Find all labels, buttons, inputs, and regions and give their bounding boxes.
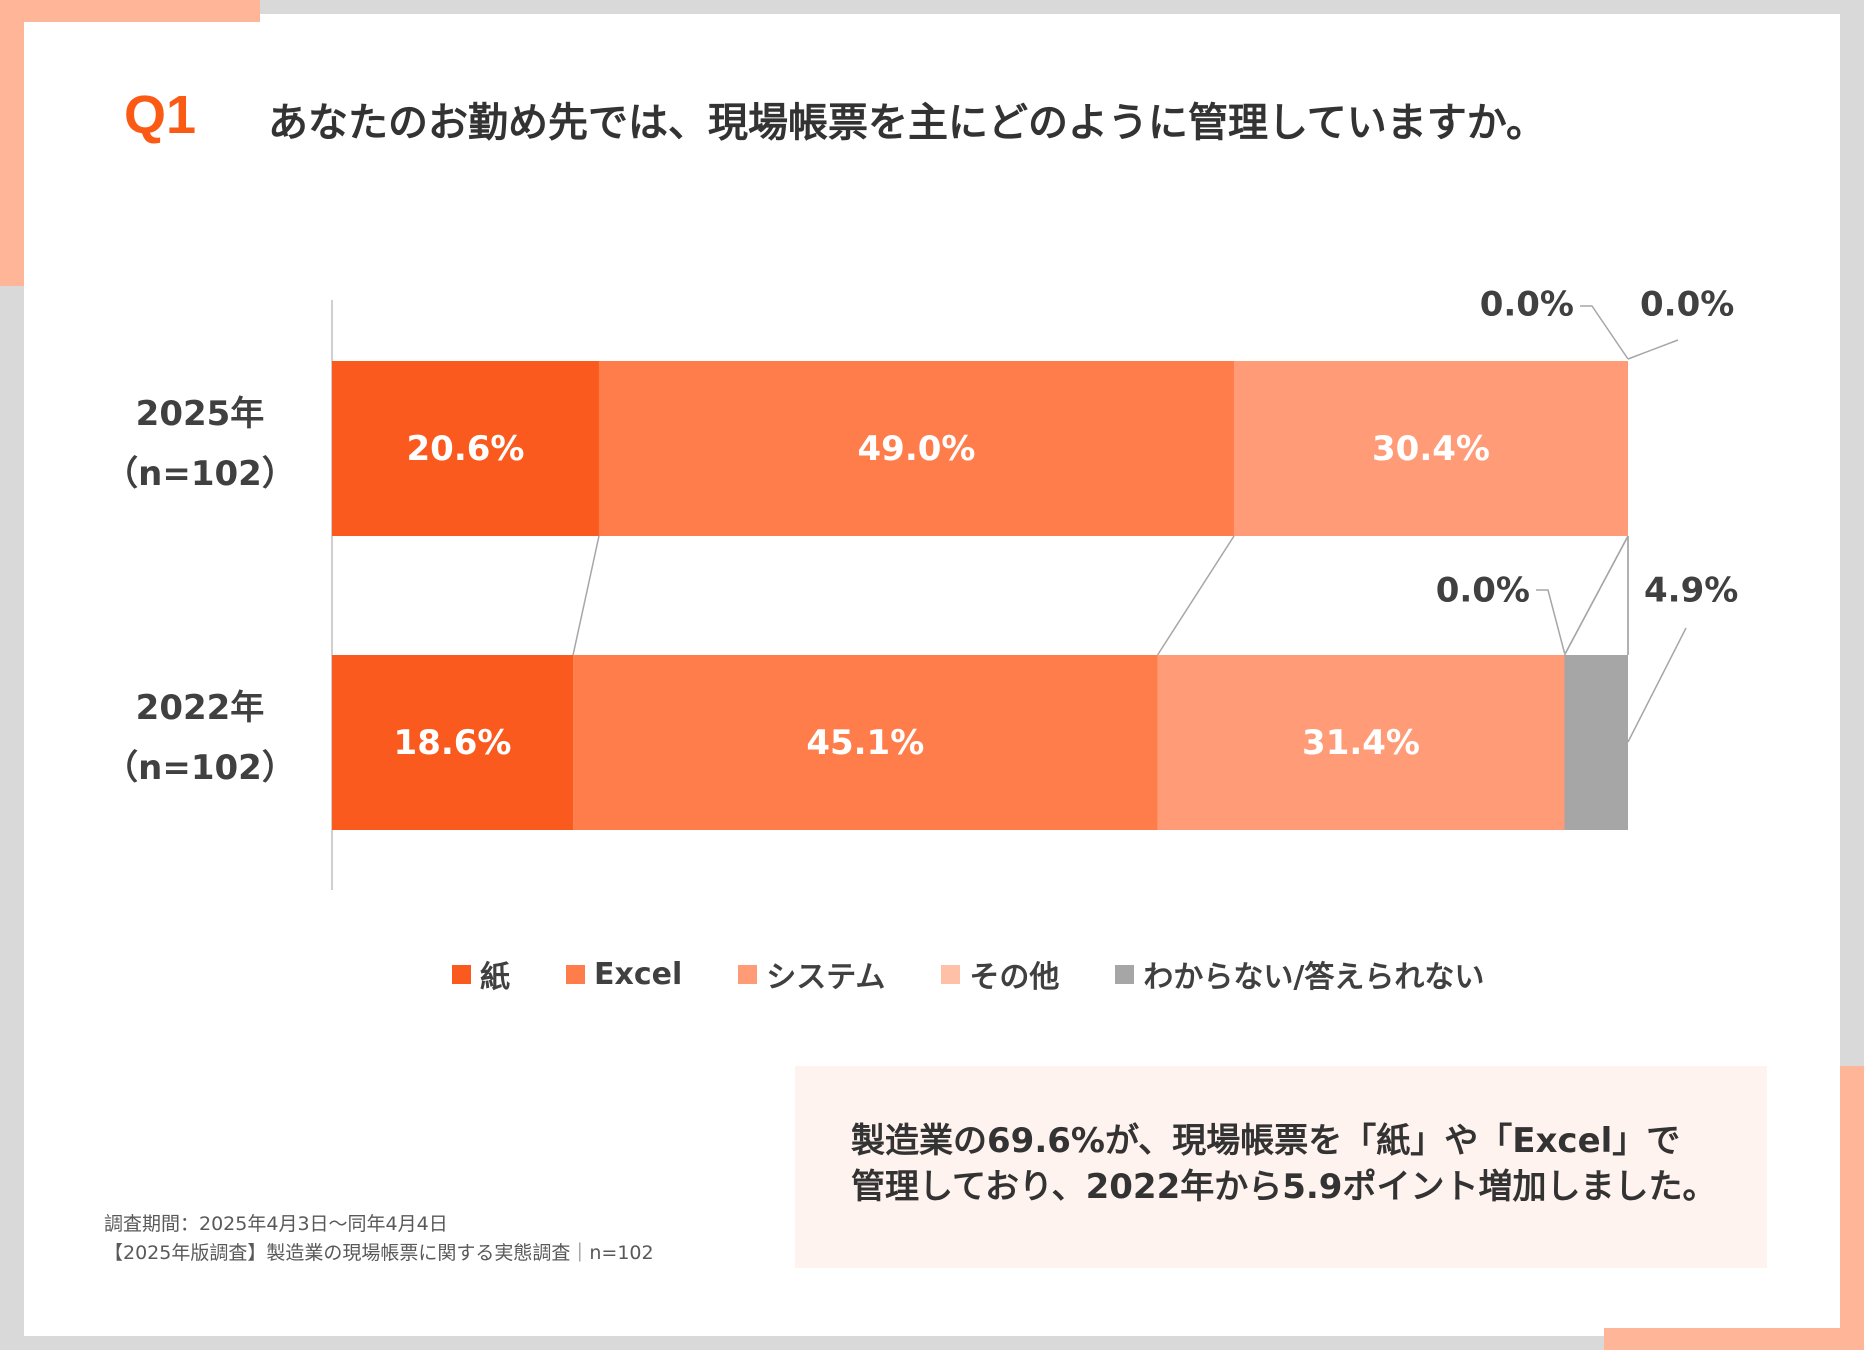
legend-label-unknown: わからない/答えられない [1143, 960, 1485, 995]
bar-segment-0-0 [332, 361, 599, 536]
legend-swatch-other [941, 964, 961, 984]
legend-swatch-system [738, 964, 758, 984]
connector-line-1 [572, 535, 600, 656]
legend-label-other: その他 [969, 960, 1060, 995]
legend-item-excel: Excel [566, 957, 682, 992]
legend-label-excel: Excel [594, 956, 683, 992]
callout-label-0-4: 0.0% [1640, 285, 1734, 325]
category-sublabel-1: （n=102） [104, 748, 296, 788]
data-label-1-2: 31.4% [1302, 723, 1420, 763]
question-text: あなたのお勤め先では、現場帳票を主にどのように管理していますか。 [268, 100, 1546, 146]
corner-accent-bottom-right [1604, 1328, 1864, 1350]
callout-line-1 [1627, 339, 1679, 360]
legend-item-other: その他 [941, 952, 1059, 996]
callout-line-2 [1536, 589, 1566, 654]
legend: 紙 Excel システム その他 わからない/答えられない [452, 952, 1540, 996]
question-number: Q1 [124, 85, 197, 145]
legend-item-unknown: わからない/答えられない [1115, 952, 1484, 996]
category-label-0: 2025年 [136, 394, 265, 434]
bar-segment-1-4 [1564, 655, 1628, 830]
legend-swatch-paper [452, 964, 471, 984]
corner-accent-top-left [0, 0, 260, 22]
callout-label-1-3: 0.0% [1436, 571, 1530, 611]
connector-line-4 [1563, 535, 1629, 656]
bar-segment-0-1 [598, 361, 1235, 536]
legend-item-paper: 紙 [452, 952, 510, 996]
data-label-0-2: 30.4% [1372, 429, 1490, 469]
data-label-1-1: 45.1% [806, 723, 924, 763]
summary-box: 製造業の69.6%が、現場帳票を「紙」や「Excel」で 管理しており、2022… [795, 1066, 1767, 1268]
bar-segment-1-1 [573, 655, 1158, 830]
category-sublabel-0: （n=102） [104, 454, 296, 494]
bar-segment-0-2 [1234, 361, 1628, 536]
summary-line-2: 管理しており、2022年から5.9ポイント増加しました。 [851, 1167, 1717, 1207]
bar-segment-1-0 [332, 655, 574, 830]
callout-label-1-4: 4.9% [1644, 571, 1738, 611]
data-label-0-1: 49.0% [858, 429, 976, 469]
callout-line-3 [1627, 627, 1687, 743]
legend-label-paper: 紙 [480, 960, 510, 995]
stacked-bar-chart: 20.6% 49.0% 30.4% 2025年 （n=102） 18.6% 45.1% 31.… [104, 285, 1738, 890]
legend-swatch-excel [566, 964, 585, 984]
legend-item-system: システム [738, 952, 885, 996]
data-label-1-0: 18.6% [394, 723, 512, 763]
callout-line-0 [1580, 305, 1629, 360]
callout-label-0-3: 0.0% [1480, 285, 1574, 325]
connector-line-2 [1156, 535, 1235, 656]
survey-note: 調査期間：2025年4月3日～同年4月4日 【2025年版調査】製造業の現場帳票… [104, 1210, 654, 1268]
category-label-1: 2022年 [136, 688, 265, 728]
legend-swatch-unknown [1115, 964, 1135, 984]
bar-segment-1-2 [1157, 655, 1565, 830]
survey-period: 調査期間：2025年4月3日～同年4月4日 [104, 1213, 448, 1235]
data-label-0-0: 20.6% [407, 429, 525, 469]
summary-line-1: 製造業の69.6%が、現場帳票を「紙」や「Excel」で [851, 1121, 1681, 1161]
corner-accent-right [1840, 1066, 1864, 1350]
survey-title: 【2025年版調査】製造業の現場帳票に関する実態調査｜n=102 [104, 1242, 654, 1264]
corner-accent-left [0, 0, 24, 286]
legend-label-system: システム [766, 960, 886, 995]
